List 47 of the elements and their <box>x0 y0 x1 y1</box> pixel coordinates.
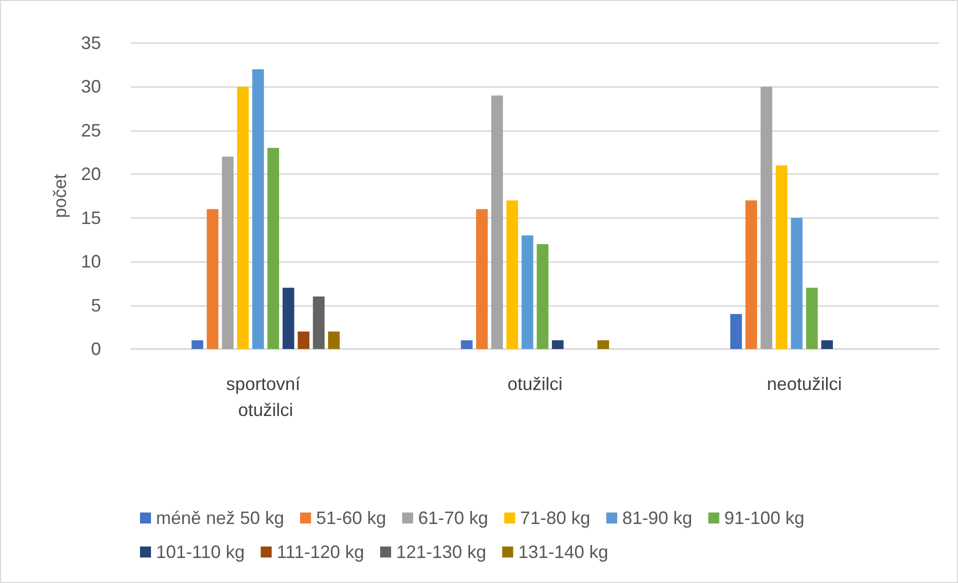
x-tick-label: otužilci <box>507 374 563 394</box>
legend-label: 61-70 kg <box>418 508 488 528</box>
legend-label: 111-120 kg <box>276 542 364 562</box>
legend-label: 121-130 kg <box>396 542 486 562</box>
bar <box>491 95 503 349</box>
bar <box>745 200 758 349</box>
y-tick-label: 35 <box>80 33 101 53</box>
bar <box>506 200 518 349</box>
bar <box>476 209 488 349</box>
bar <box>760 86 772 349</box>
legend-label: méně než 50 kg <box>156 508 284 528</box>
legend-label: 91-100 kg <box>724 508 804 528</box>
bar <box>282 288 294 349</box>
bar <box>790 218 803 349</box>
bar <box>776 165 788 349</box>
bar <box>536 244 548 349</box>
bar <box>730 314 742 349</box>
bar <box>522 235 534 349</box>
y-axis-title: počet <box>50 174 70 218</box>
bar <box>597 340 610 349</box>
bar <box>237 86 249 349</box>
legend-label: 81-90 kg <box>622 508 692 528</box>
bar <box>806 288 818 349</box>
y-tick-label: 30 <box>80 76 101 97</box>
bar <box>206 209 218 349</box>
legend-label: 101-110 kg <box>156 542 245 562</box>
bar <box>222 156 234 349</box>
x-tick-label: sportovní otužilci <box>226 374 306 420</box>
x-tick-label: neotužilci <box>766 374 842 394</box>
y-tick-label: 10 <box>80 252 101 272</box>
y-tick-label: 5 <box>90 295 101 316</box>
legend-label: 51-60 kg <box>316 508 386 528</box>
bar <box>552 340 564 349</box>
bar <box>252 69 264 349</box>
legend-label: 131-140 kg <box>518 542 608 562</box>
legend-label: 71-80 kg <box>520 508 590 528</box>
bar <box>821 340 833 349</box>
bar <box>312 296 325 349</box>
bar <box>192 340 204 349</box>
bar <box>267 148 280 349</box>
y-tick-label: 20 <box>80 164 101 184</box>
y-tick-label: 0 <box>90 339 101 359</box>
y-tick-label: 15 <box>80 208 101 228</box>
bar <box>298 332 310 349</box>
y-tick-label: 25 <box>80 120 101 140</box>
bar <box>460 340 473 349</box>
bar <box>328 332 340 349</box>
